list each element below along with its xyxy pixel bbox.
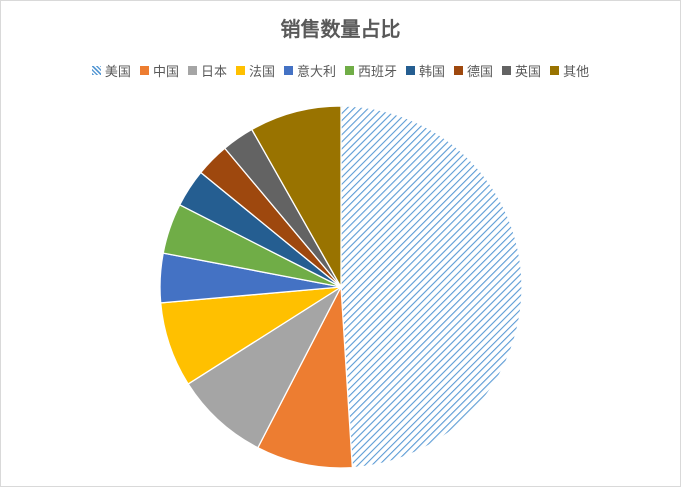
legend-label: 中国 — [152, 65, 179, 80]
legend-item: 英国 — [502, 61, 541, 80]
legend-item: 意大利 — [283, 61, 336, 80]
legend-item: 法国 — [235, 61, 275, 80]
legend-swatch — [139, 66, 149, 75]
legend-item: 韩国 — [406, 61, 445, 80]
legend-label: 法国 — [248, 65, 275, 80]
pie-slice-9 — [250, 105, 342, 290]
legend-swatch — [502, 66, 512, 75]
legend-label: 美国 — [104, 65, 131, 80]
legend-swatch — [345, 66, 354, 75]
chart-title: 销售数量占比 — [280, 17, 401, 41]
legend-swatch — [406, 66, 416, 75]
legend-label: 日本 — [200, 65, 227, 80]
legend: 美国 中国 日本 法国 意大利 西班牙 韩国 德国 英国 其他 — [1, 61, 680, 80]
legend-swatch — [91, 66, 101, 75]
legend-swatch — [550, 66, 560, 75]
pie-slice-2 — [187, 285, 343, 449]
pie-slice-0 — [340, 105, 523, 469]
legend-item: 美国 — [91, 61, 131, 80]
legend-label: 韩国 — [419, 65, 446, 80]
legend-item: 西班牙 — [345, 61, 397, 80]
pie-slice-1 — [256, 284, 354, 469]
legend-label: 西班牙 — [358, 65, 398, 80]
legend-item: 中国 — [139, 61, 179, 80]
legend-item: 德国 — [454, 61, 493, 80]
legend-item: 其他 — [550, 61, 589, 80]
legend-swatch — [187, 66, 197, 75]
legend-item: 日本 — [187, 61, 227, 80]
legend-label: 德国 — [467, 65, 494, 80]
legend-label: 意大利 — [296, 65, 336, 80]
legend-label: 英国 — [515, 65, 542, 80]
legend-swatch — [235, 66, 245, 75]
legend-label: 其他 — [563, 65, 590, 80]
legend-swatch — [454, 66, 464, 75]
legend-swatch — [283, 66, 293, 75]
